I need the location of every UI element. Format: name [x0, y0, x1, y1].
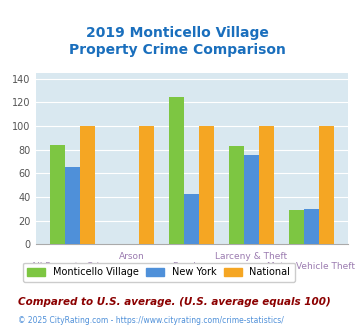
Bar: [304, 209, 319, 244]
Bar: [259, 126, 274, 244]
Bar: [140, 126, 154, 244]
Bar: [65, 167, 80, 244]
Bar: [184, 194, 199, 244]
Bar: [80, 126, 94, 244]
Bar: [50, 145, 65, 244]
Text: All Property Crime: All Property Crime: [31, 262, 113, 271]
Bar: [319, 126, 334, 244]
Text: 2019 Monticello Village
Property Crime Comparison: 2019 Monticello Village Property Crime C…: [69, 26, 286, 57]
Legend: Monticello Village, New York, National: Monticello Village, New York, National: [23, 263, 295, 282]
Bar: [229, 146, 244, 244]
Text: Burglary: Burglary: [173, 262, 211, 271]
Bar: [289, 210, 304, 244]
Bar: [199, 126, 214, 244]
Text: Larceny & Theft: Larceny & Theft: [215, 252, 288, 261]
Text: © 2025 CityRating.com - https://www.cityrating.com/crime-statistics/: © 2025 CityRating.com - https://www.city…: [18, 316, 284, 325]
Bar: [169, 97, 184, 244]
Text: Motor Vehicle Theft: Motor Vehicle Theft: [267, 262, 355, 271]
Text: Arson: Arson: [119, 252, 145, 261]
Text: Compared to U.S. average. (U.S. average equals 100): Compared to U.S. average. (U.S. average …: [18, 297, 331, 307]
Bar: [244, 155, 259, 244]
